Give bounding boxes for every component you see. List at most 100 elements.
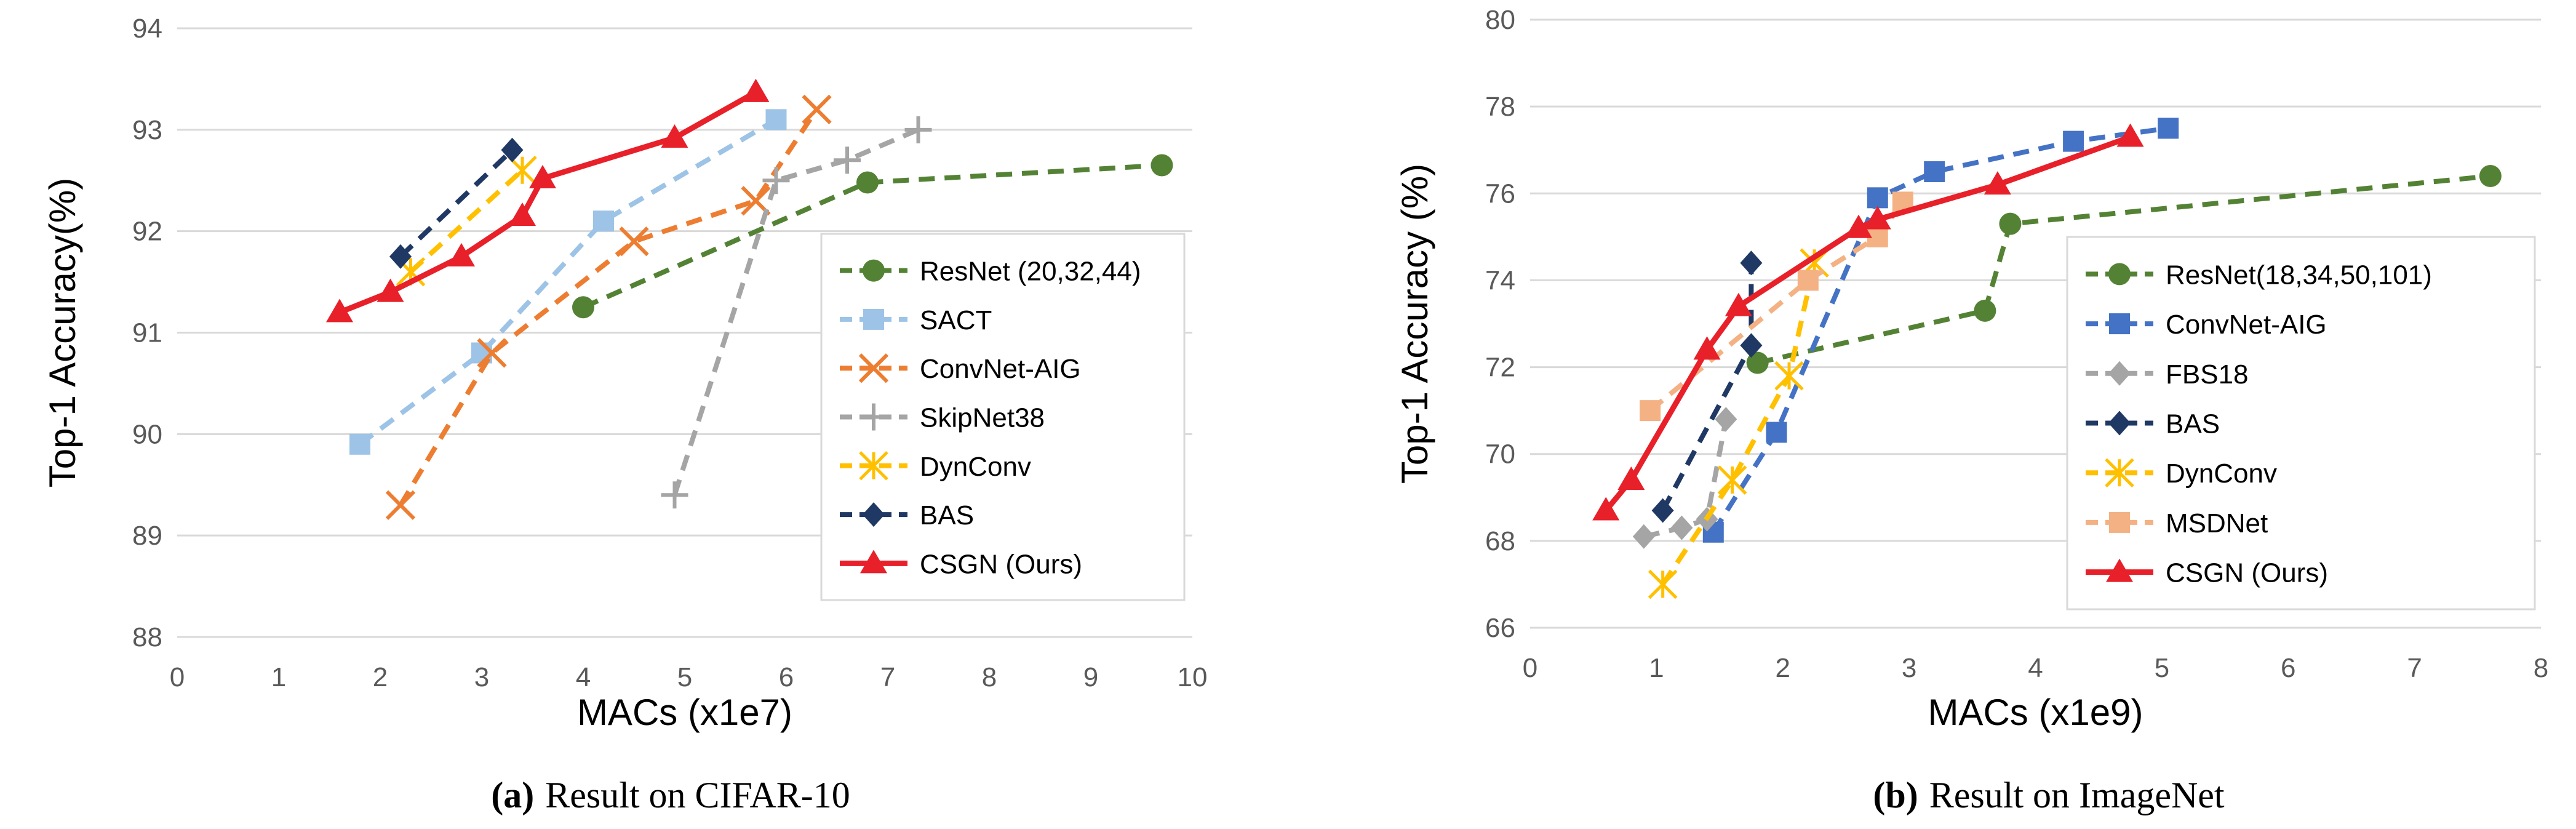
- legend-label: ConvNet-AIG: [2166, 310, 2327, 340]
- y-tick-label: 93: [132, 115, 162, 145]
- legend-entry: CSGN (Ours): [2086, 558, 2328, 588]
- x-tick-label: 3: [474, 662, 489, 692]
- y-tick-label: 90: [132, 419, 162, 449]
- data-point: [1924, 161, 1945, 182]
- y-axis-title: Top-1 Accuracy(%): [42, 178, 83, 488]
- legend-label: ResNet (20,32,44): [920, 257, 1141, 287]
- data-point: [389, 244, 412, 269]
- legend-label: ResNet(18,34,50,101): [2166, 260, 2432, 290]
- data-point: [661, 481, 688, 509]
- y-tick-label: 80: [1485, 5, 1515, 35]
- x-tick-label: 8: [2534, 653, 2548, 683]
- legend-label: SACT: [920, 305, 992, 335]
- legend: ResNet(18,34,50,101) ConvNet-AIG FBS18 BAS D…: [2066, 236, 2536, 611]
- legend-label: SkipNet38: [920, 403, 1045, 433]
- x-tick-label: 5: [2155, 653, 2169, 683]
- y-tick-label: 89: [132, 521, 162, 551]
- legend-entry: SACT: [840, 305, 992, 335]
- series-line: [1648, 201, 1905, 413]
- legend: ResNet (20,32,44) SACT ConvNet-AIG SkipNet3…: [820, 233, 1186, 601]
- legend-label: MSDNet: [2166, 508, 2268, 539]
- x-axis-title: MACs (x1e7): [577, 692, 792, 733]
- data-point: [509, 202, 536, 226]
- data-point: [477, 338, 507, 368]
- x-tick-label: 7: [880, 662, 895, 692]
- x-tick-label: 1: [271, 662, 286, 692]
- caption-letter: (a): [491, 775, 534, 815]
- x-axis-title: MACs (x1e9): [1928, 692, 2143, 733]
- legend-entry: CSGN (Ours): [840, 549, 1082, 579]
- x-tick-label: 5: [677, 662, 692, 692]
- series-line: [1603, 134, 2132, 513]
- data-point: [1632, 524, 1655, 549]
- legend-marker: [2108, 361, 2131, 386]
- data-point: [1797, 270, 1819, 291]
- legend-label: CSGN (Ours): [2166, 558, 2328, 588]
- x-tick-label: 6: [2281, 653, 2295, 683]
- series-bas: [1651, 250, 1763, 523]
- legend-entry: DynConv: [840, 451, 1031, 482]
- legend-entry: BAS: [2086, 409, 2220, 439]
- legend-label: BAS: [920, 500, 974, 531]
- data-point: [1999, 212, 2022, 235]
- y-tick-label: 70: [1485, 439, 1515, 470]
- data-point: [1715, 407, 1737, 432]
- series-sact: [349, 109, 787, 455]
- data-point: [1974, 299, 1996, 322]
- data-point: [349, 433, 370, 455]
- data-point: [1740, 250, 1763, 276]
- data-point: [326, 298, 353, 322]
- series-resnet-18-34-50-101: [1746, 165, 2502, 374]
- legend-marker: [2106, 558, 2133, 582]
- data-point: [2479, 165, 2502, 188]
- y-tick-label: 78: [1485, 92, 1515, 122]
- data-point: [1746, 351, 1769, 374]
- data-point: [1740, 333, 1763, 358]
- series-bas: [389, 137, 524, 269]
- x-tick-label: 0: [170, 662, 185, 692]
- data-point: [1766, 422, 1787, 443]
- legend-marker: [2108, 410, 2131, 436]
- data-point: [448, 242, 475, 266]
- x-tick-label: 4: [2028, 653, 2043, 683]
- series-resnet-20-32-44: [572, 154, 1173, 319]
- data-point: [762, 167, 790, 194]
- legend-entry: SkipNet38: [840, 403, 1045, 433]
- data-point: [1640, 400, 1661, 422]
- data-point: [1651, 498, 1674, 523]
- x-tick-label: 4: [576, 662, 591, 692]
- legend-marker: [863, 259, 885, 282]
- series-line: [398, 108, 819, 507]
- y-tick-label: 76: [1485, 178, 1515, 209]
- data-point: [1774, 361, 1804, 391]
- data-point: [834, 146, 861, 174]
- legend-label: ConvNet-AIG: [920, 354, 1081, 384]
- legend-label: DynConv: [2166, 459, 2277, 489]
- data-point: [802, 94, 832, 124]
- x-tick-label: 2: [373, 662, 388, 692]
- data-point: [385, 490, 416, 520]
- series-convnet-aig: [1702, 118, 2179, 543]
- legend-marker: [2105, 458, 2134, 487]
- legend-entry: ResNet(18,34,50,101): [2086, 260, 2432, 290]
- y-tick-label: 94: [132, 14, 162, 44]
- y-tick-label: 68: [1485, 526, 1515, 556]
- y-tick-label: 72: [1485, 353, 1515, 383]
- series-csgn-ours: [326, 78, 770, 322]
- caption-text: Result on CIFAR-10: [545, 775, 850, 815]
- series-line: [1661, 262, 1817, 586]
- data-point: [1867, 187, 1888, 209]
- legend-entry: DynConv: [2086, 458, 2277, 489]
- legend-entry: ResNet (20,32,44): [840, 257, 1141, 287]
- legend-label: FBS18: [2166, 359, 2249, 390]
- series-line: [399, 148, 514, 258]
- data-point: [2158, 118, 2179, 139]
- data-point: [2116, 123, 2144, 147]
- figure-caption: (b) Result on ImageNet: [1873, 775, 2225, 815]
- legend-marker: [858, 353, 889, 383]
- series-msdnet: [1640, 191, 1913, 422]
- x-tick-label: 10: [1178, 662, 1208, 692]
- caption-letter: (b): [1873, 775, 1918, 815]
